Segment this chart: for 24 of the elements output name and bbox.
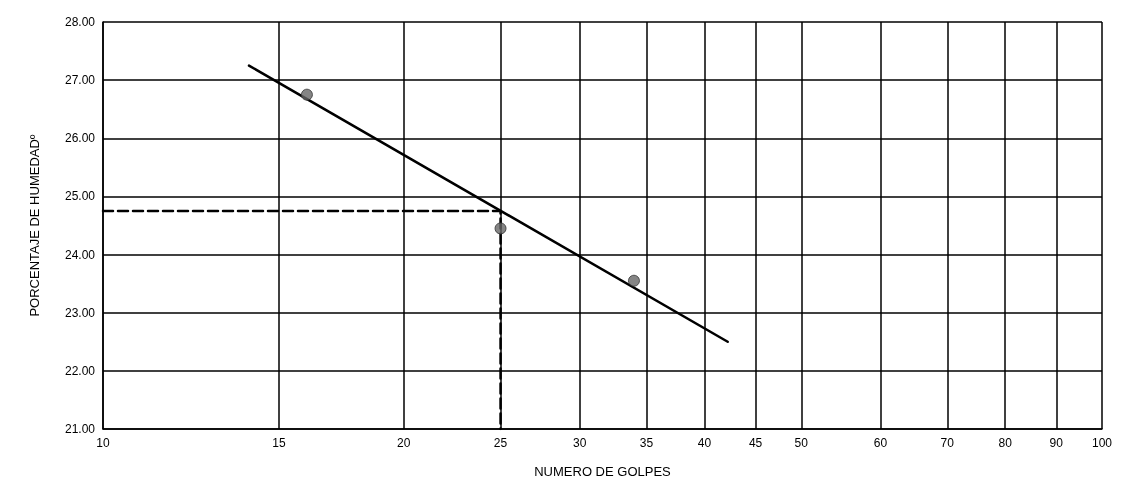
x-tick-label: 90 bbox=[1049, 436, 1064, 450]
y-tick-label: 28.00 bbox=[64, 15, 96, 29]
x-tick-label: 25 bbox=[493, 436, 508, 450]
y-tick-label: 24.00 bbox=[64, 247, 96, 262]
x-tick-label: 80 bbox=[998, 436, 1013, 450]
y-tick-label: 21.00 bbox=[64, 422, 96, 436]
x-axis-title: NUMERO DE GOLPES bbox=[534, 464, 672, 479]
x-tick-label: 20 bbox=[397, 436, 411, 450]
x-tick-label: 15 bbox=[272, 436, 286, 450]
x-tick-label: 10 bbox=[96, 436, 110, 450]
x-tick-label: 100 bbox=[1091, 436, 1113, 450]
y-axis-title: PORCENTAJE DE HUMEDADº bbox=[27, 134, 42, 317]
y-tick-label: 25.00 bbox=[64, 189, 96, 204]
y-tick-label: 26.00 bbox=[64, 131, 96, 146]
x-tick-label: 40 bbox=[697, 436, 712, 450]
x-tick-label: 60 bbox=[873, 436, 888, 450]
x-tick-label: 70 bbox=[940, 436, 955, 450]
y-tick-label: 23.00 bbox=[64, 305, 96, 320]
y-tick-label: 27.00 bbox=[64, 73, 96, 88]
x-tick-label: 30 bbox=[572, 436, 587, 450]
x-tick-label: 50 bbox=[794, 436, 809, 450]
x-tick-label: 35 bbox=[639, 436, 654, 450]
x-tick-label: 45 bbox=[748, 436, 763, 450]
y-tick-label: 22.00 bbox=[64, 363, 96, 378]
